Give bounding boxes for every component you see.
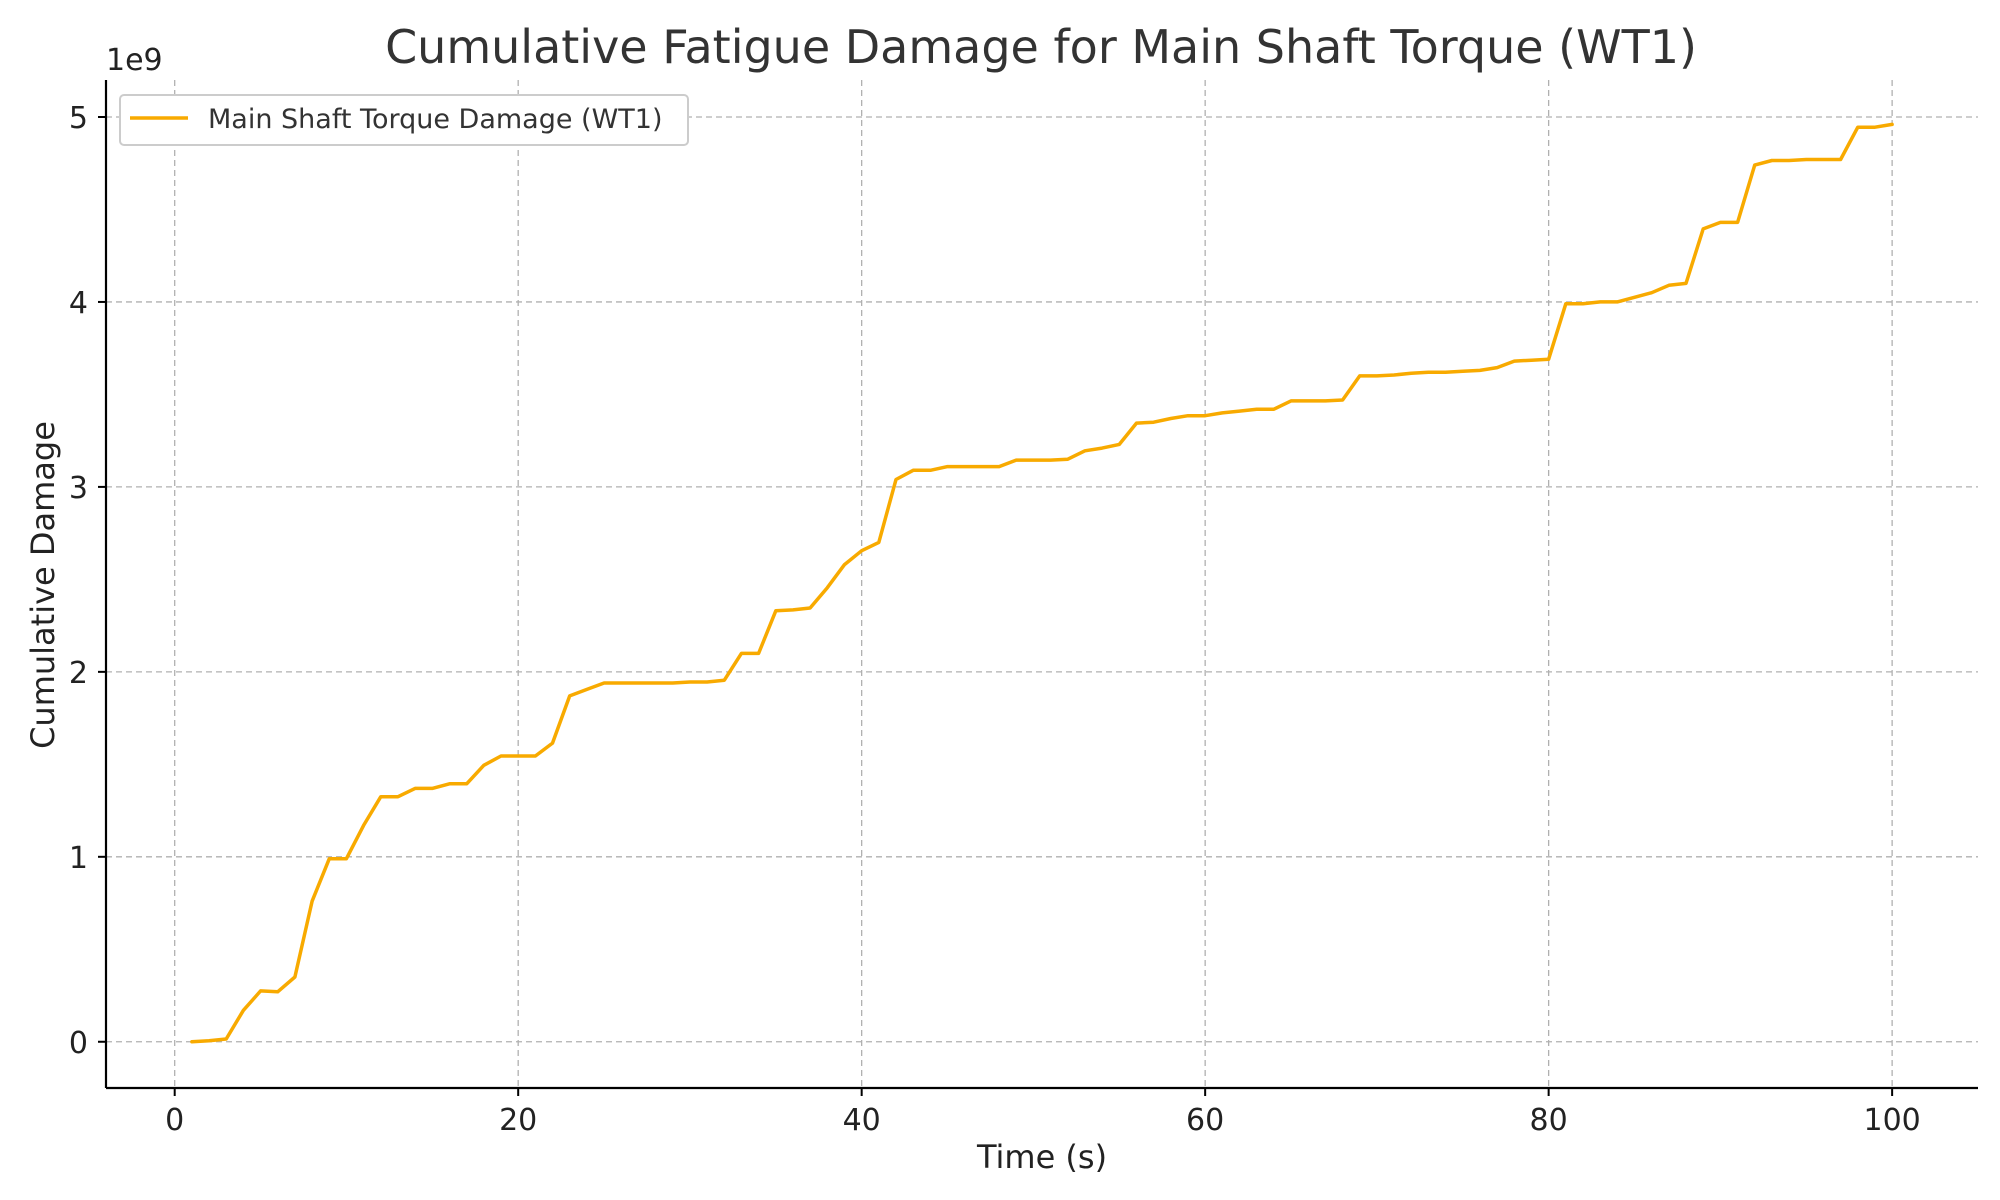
ticks: 0 20 40 60 80 100 0 1 2 3 4 5 [69,101,1921,1138]
x-axis-title: Time (s) [976,1138,1107,1176]
x-tick-label: 0 [165,1103,184,1138]
axes [104,80,1978,1090]
y-tick-label: 4 [69,286,88,321]
x-tick-label: 60 [1186,1103,1224,1138]
y-tick-label: 3 [69,471,88,506]
series-line [190,122,1894,1044]
x-tick-label: 100 [1863,1103,1920,1138]
y-tick-label: 2 [69,656,88,691]
y-tick-label: 5 [69,101,88,136]
chart-title: Cumulative Fatigue Damage for Main Shaft… [385,20,1697,74]
x-tick-label: 80 [1530,1103,1568,1138]
y-tick-label: 1 [69,841,88,876]
legend-label: Main Shaft Torque Damage (WT1) [208,104,662,135]
grid [106,80,1978,1088]
y-tick-label: 0 [69,1026,88,1061]
y-axis-title: Cumulative Damage [24,421,62,749]
x-tick-label: 20 [499,1103,537,1138]
x-tick-label: 40 [843,1103,881,1138]
legend-box [119,94,689,146]
y-axis-offset-label: 1e9 [106,43,163,78]
series-layer [190,122,1894,1044]
legend: Main Shaft Torque Damage (WT1) [119,94,689,146]
